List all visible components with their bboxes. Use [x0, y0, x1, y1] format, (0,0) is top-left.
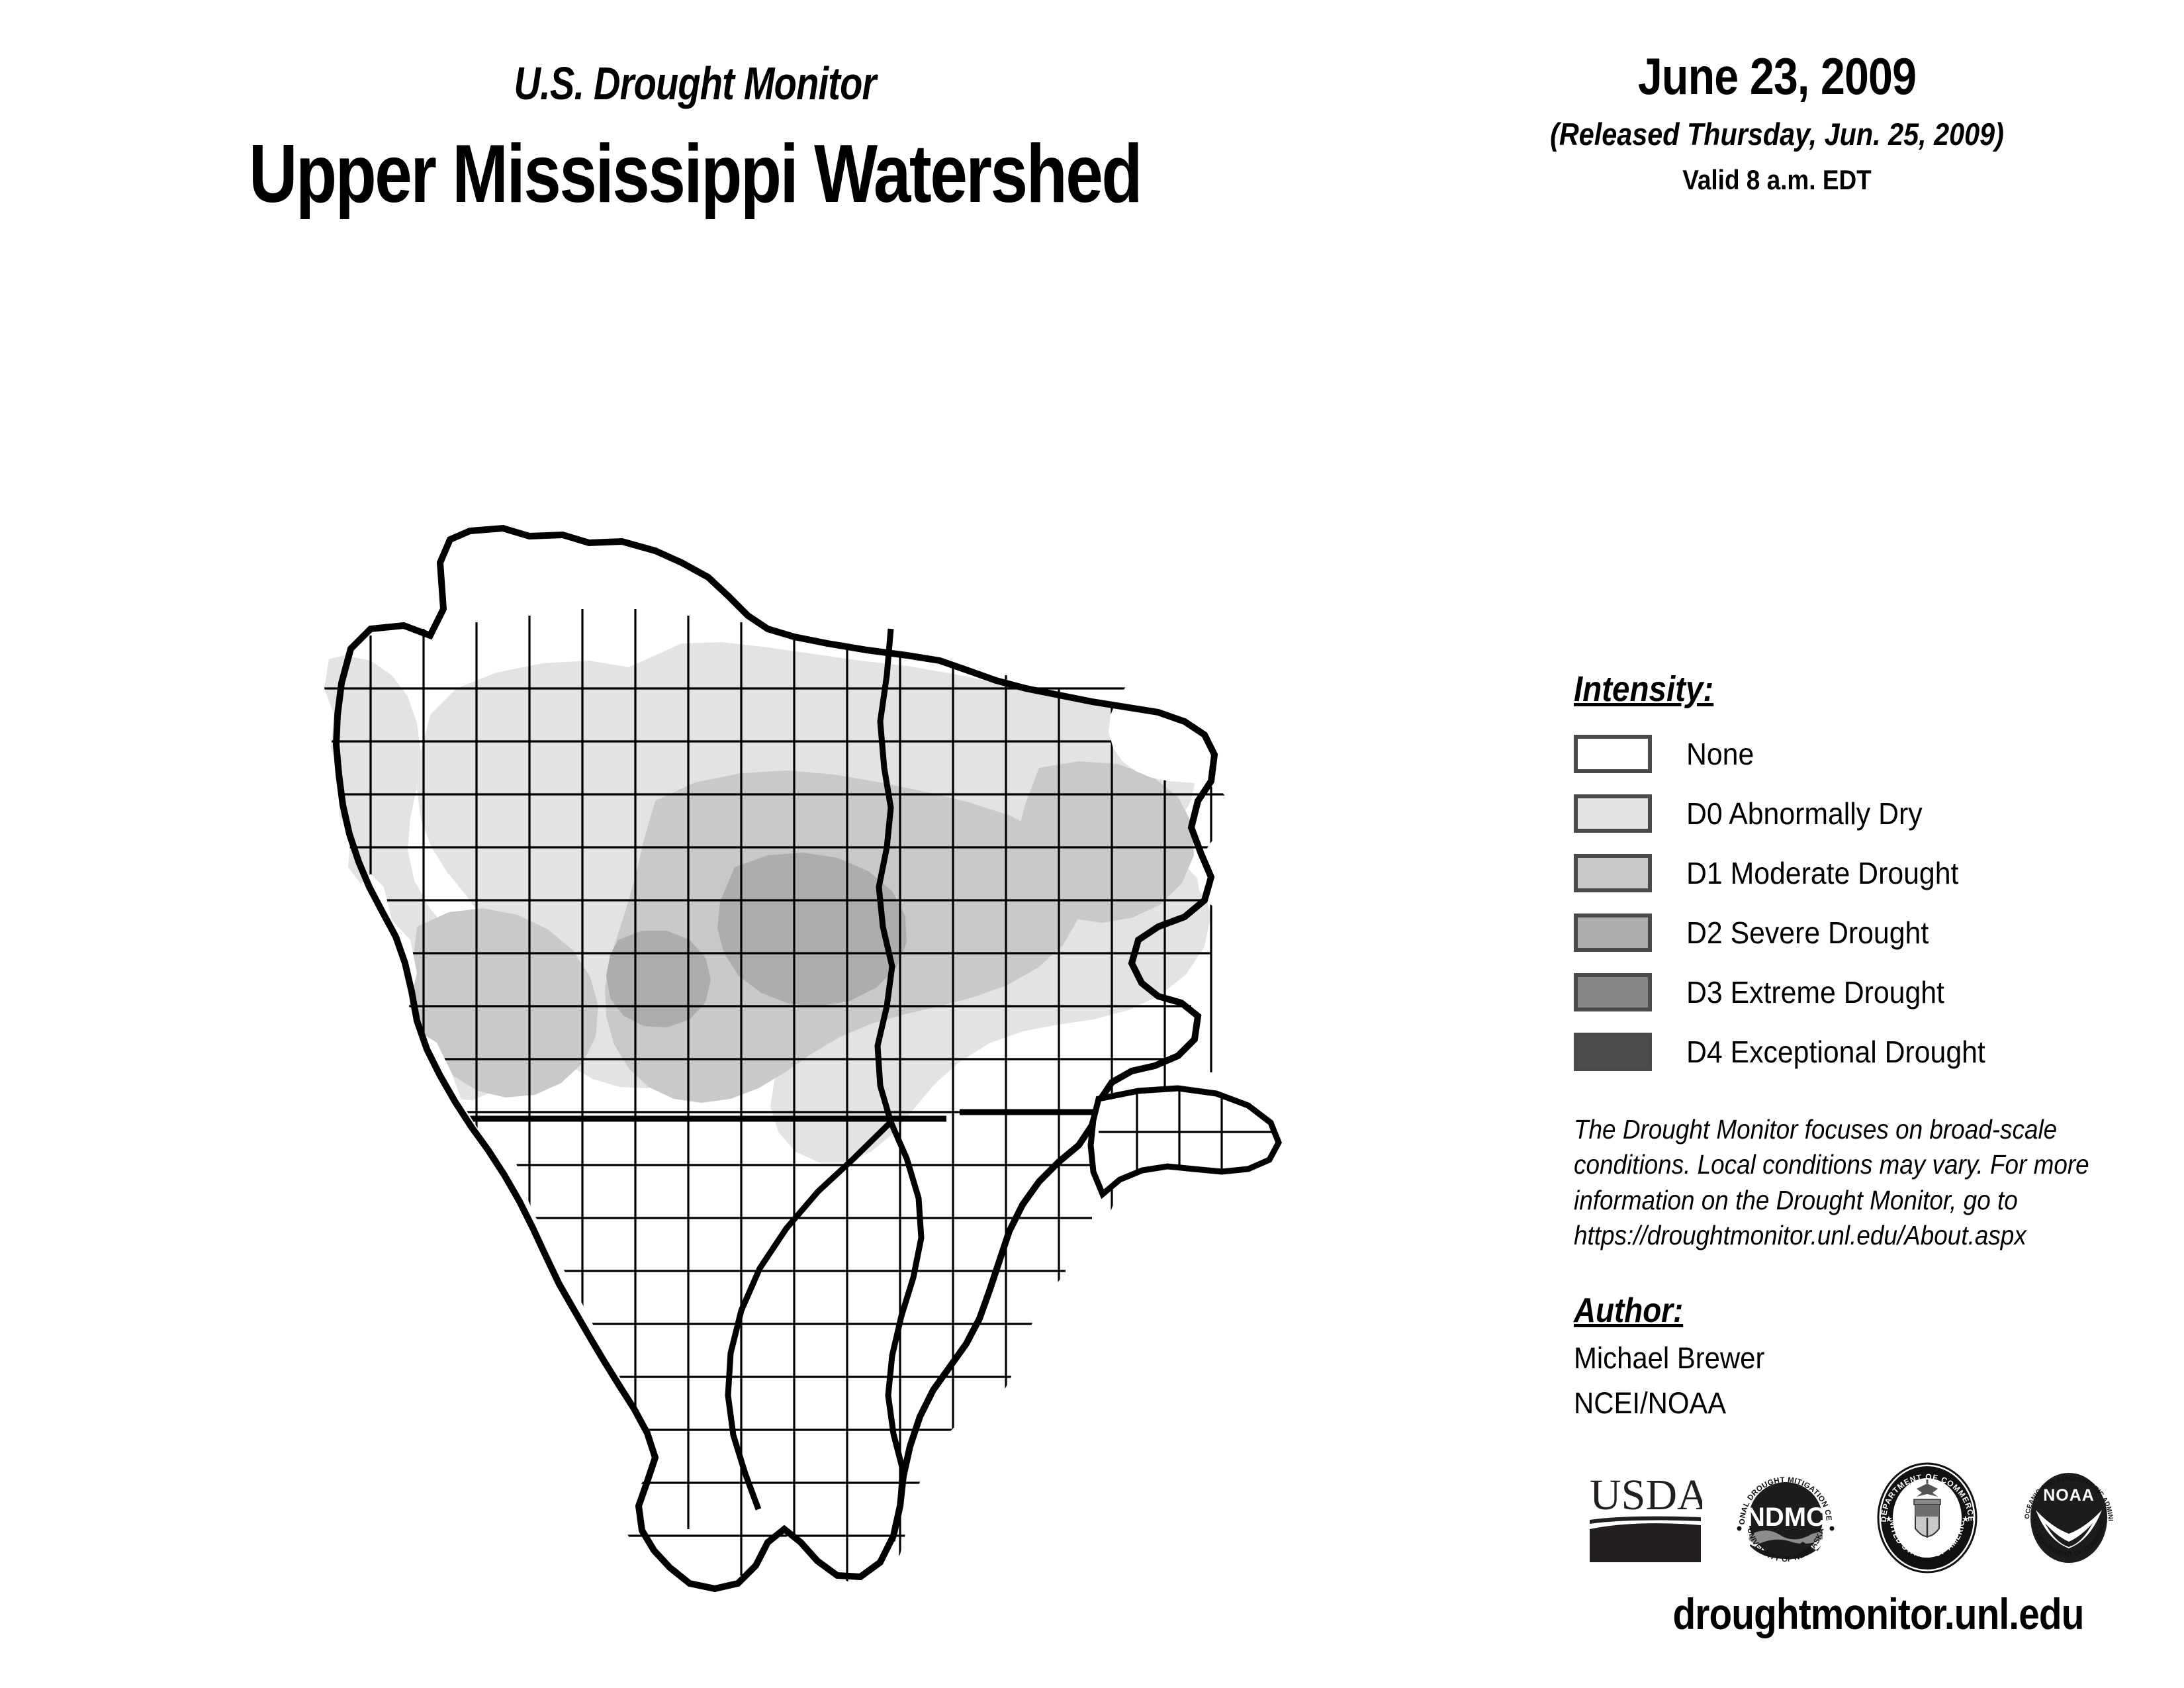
doc-seal-logo: DEPARTMENT OF COMMERCE UNITED STATES OF …	[1866, 1452, 1985, 1579]
legend-label-d1: D1 Moderate Drought	[1686, 856, 1959, 890]
legend-title: Intensity:	[1574, 669, 1714, 709]
author-panel: Author: Michael Brewer NCEI/NOAA	[1574, 1291, 2169, 1421]
legend-swatch-d1	[1574, 854, 1652, 892]
valid-date: June 23, 2009	[1637, 47, 1917, 105]
legend-item-d1[interactable]: D1 Moderate Drought	[1574, 843, 2169, 903]
author-affiliation: NCEI/NOAA	[1574, 1386, 1727, 1420]
ndmc-logo: NDMC NATIONAL DROUGHT MITIGATION CENTER …	[1725, 1454, 1844, 1579]
legend-label-d2: D2 Severe Drought	[1686, 915, 1929, 950]
author-heading: Author:	[1574, 1291, 1684, 1330]
legend-item-d4[interactable]: D4 Exceptional Drought	[1574, 1022, 2169, 1082]
usda-logo-text: USDA	[1590, 1471, 1702, 1519]
header-block: U.S. Drought Monitor Upper Mississippi W…	[0, 0, 1390, 252]
legend-label-d4: D4 Exceptional Drought	[1686, 1035, 1985, 1069]
noaa-logo: NOAA NATIONAL OCEANIC AND ATMOSPHERIC AD…	[2008, 1454, 2127, 1579]
released-date: (Released Thursday, Jun. 25, 2009)	[1550, 117, 2004, 152]
legend-label-none: None	[1686, 737, 1754, 771]
d2-secondary-pocket	[606, 931, 711, 1027]
agency-logo-row: USDA NDMC NATIONAL DROUGHT MITIGATION CE…	[1588, 1452, 2118, 1585]
watershed-boundary	[332, 524, 1218, 1593]
doc-seal-icon: DEPARTMENT OF COMMERCE UNITED STATES OF …	[1866, 1452, 1978, 1573]
panhandle-county-lines	[1099, 1090, 1276, 1173]
watershed-map-svg[interactable]	[218, 344, 1410, 1615]
legend-label-d3: D3 Extreme Drought	[1686, 975, 1944, 1009]
ndmc-logo-text: NDMC	[1746, 1503, 1825, 1532]
noaa-logo-text: NOAA	[2043, 1486, 2095, 1505]
legend-item-d0[interactable]: D0 Abnormally Dry	[1574, 784, 2169, 843]
legend-swatch-d4	[1574, 1033, 1652, 1071]
valid-time: Valid 8 a.m. EDT	[1682, 164, 1872, 195]
date-block: June 23, 2009 (Released Thursday, Jun. 2…	[1436, 46, 2118, 196]
d2-severe-pocket	[717, 853, 907, 1006]
legend-swatch-d2	[1574, 914, 1652, 952]
app-subtitle: U.S. Drought Monitor	[514, 58, 876, 109]
noaa-logo-icon: NOAA NATIONAL OCEANIC AND ATMOSPHERIC AD…	[2008, 1454, 2114, 1563]
usda-logo-icon: USDA	[1589, 1471, 1709, 1562]
d1-eastern-wisconsin	[1018, 761, 1194, 923]
drought-map[interactable]	[218, 344, 1410, 1615]
legend-label-d0: D0 Abnormally Dry	[1686, 796, 1923, 831]
eastern-panhandle	[1087, 1085, 1282, 1199]
legend-swatch-none	[1574, 735, 1652, 773]
disclaimer-text: The Drought Monitor focuses on broad-sca…	[1574, 1114, 2089, 1250]
svg-text:★: ★	[1885, 1514, 1893, 1524]
page-title: Upper Mississippi Watershed	[248, 128, 1142, 220]
svg-text:★: ★	[1962, 1514, 1970, 1524]
d1-southwest-extension	[412, 908, 598, 1098]
usda-logo: USDA	[1588, 1468, 1709, 1571]
legend-item-d2[interactable]: D2 Severe Drought	[1574, 903, 2169, 962]
legend-swatch-d3	[1574, 973, 1652, 1011]
legend-panel: Intensity: None D0 Abnormally Dry D1 Mod…	[1574, 669, 2169, 1082]
legend-item-none[interactable]: None	[1574, 724, 2169, 784]
footer-url[interactable]: droughtmonitor.unl.edu	[1672, 1589, 2084, 1638]
ndmc-logo-icon: NDMC NATIONAL DROUGHT MITIGATION CENTER …	[1725, 1454, 1835, 1564]
svg-text:★: ★	[1923, 1550, 1931, 1560]
legend-item-d3[interactable]: D3 Extreme Drought	[1574, 962, 2169, 1022]
author-name: Michael Brewer	[1574, 1341, 1765, 1375]
legend-swatch-d0	[1574, 794, 1652, 833]
